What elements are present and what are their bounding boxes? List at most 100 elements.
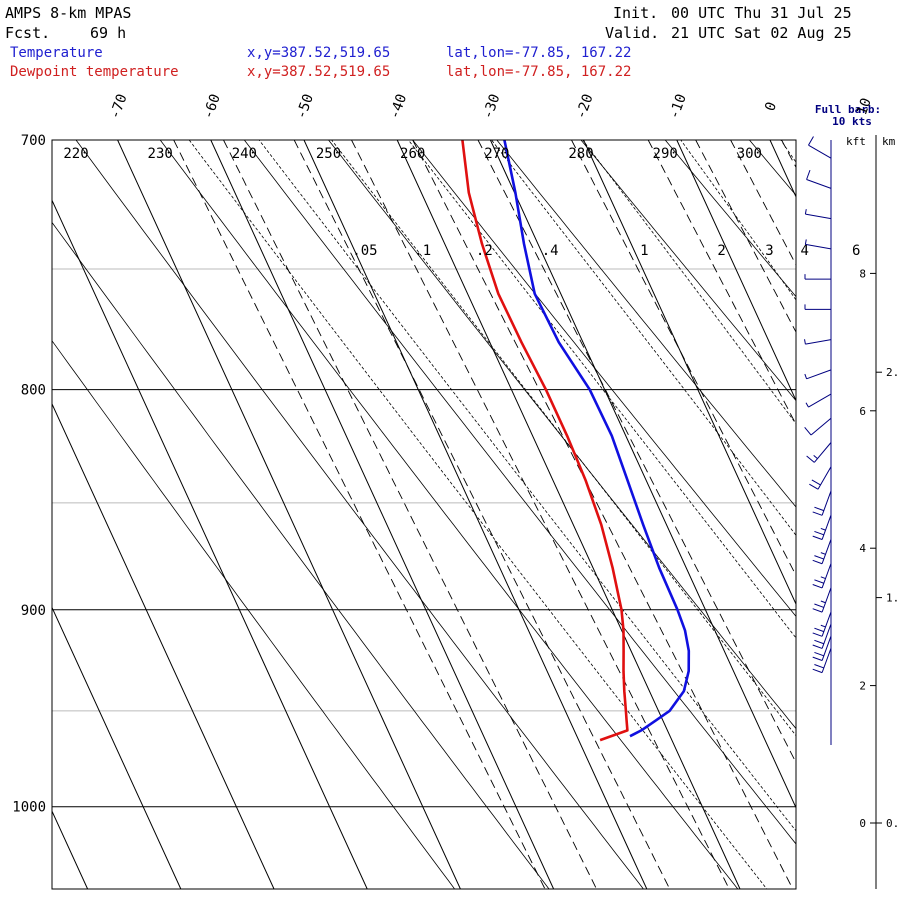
wind-barb-half-flag xyxy=(805,402,809,408)
wind-barb-15 xyxy=(812,563,832,589)
wind-barb-flag xyxy=(806,455,815,463)
wind-barb-half-flag xyxy=(820,624,826,628)
dry-adiabat-260 xyxy=(412,140,796,617)
major-isobars xyxy=(52,140,796,808)
isotherm--90 xyxy=(52,402,275,889)
moist-adiabats xyxy=(188,140,796,889)
isotherm-label-10: 10 xyxy=(854,96,875,117)
mixing-ratio-label-6: 6 xyxy=(852,243,860,259)
wind-barb-flag xyxy=(812,668,823,674)
wind-barb-11 xyxy=(809,466,832,490)
wind-barb-flag xyxy=(808,136,814,146)
legend-temperature-xy: x,y=387.52,519.65 xyxy=(247,45,390,61)
wind-barb-flag xyxy=(812,632,823,637)
wind-barb-staff xyxy=(817,466,832,490)
isotherm--110 xyxy=(52,809,89,889)
wind-barb-staff xyxy=(821,648,832,673)
dry-adiabat-200 xyxy=(52,340,455,889)
height-axis-ticks: 0 2 4 6 8 0. 1. 2. xyxy=(859,267,899,830)
wind-barb-9 xyxy=(804,417,832,436)
valid-time: 21 UTC Sat 02 Aug 25 xyxy=(671,24,852,42)
mixing-ratio-0.02 xyxy=(223,140,597,889)
wind-barb-flag xyxy=(809,483,819,490)
wind-barb-flag xyxy=(812,511,823,516)
wind-barb-6 xyxy=(804,339,832,345)
dry-adiabat-220 xyxy=(75,140,644,889)
temperature-profile xyxy=(503,140,691,738)
wind-barb-7 xyxy=(804,369,832,380)
wind-barb-17 xyxy=(812,611,832,637)
pressure-label-900: 900 xyxy=(21,603,46,619)
plot-frame xyxy=(51,139,797,890)
isotherm--60 xyxy=(210,140,555,889)
isotherm--20 xyxy=(583,140,796,606)
wind-barb-staff xyxy=(821,539,832,564)
km-label-2: 2. xyxy=(886,366,899,379)
mixing-ratio-0.01 xyxy=(173,140,546,889)
isotherm-label--20: -20 xyxy=(573,92,597,121)
legend-temperature-latlon: lat,lon=-77.85, 167.22 xyxy=(446,45,631,61)
isotherm--80 xyxy=(52,199,368,889)
kft-label-8: 8 xyxy=(859,267,866,280)
wind-barb-12 xyxy=(812,490,832,516)
dry-adiabat-210 xyxy=(52,221,550,889)
kft-label-6: 6 xyxy=(859,405,866,418)
wind-barb-staff xyxy=(806,369,832,380)
init-label: Init. xyxy=(613,4,658,22)
isotherm--70 xyxy=(117,140,461,889)
isotherm-10 xyxy=(863,140,900,889)
wind-barb-half-flag xyxy=(804,339,806,345)
theta-label-220: 220 xyxy=(63,146,88,162)
forecast-label: Fcst. xyxy=(5,24,50,42)
wind-barb-half-flag xyxy=(820,576,826,580)
wind-barb-staff xyxy=(805,213,832,220)
wind-barb-8 xyxy=(805,393,832,408)
mixing-ratio-label-.4: .4 xyxy=(542,243,559,259)
wind-barb-flag xyxy=(812,656,823,662)
isotherm--40 xyxy=(396,140,741,889)
mixing-ratio-label-.1: .1 xyxy=(414,243,431,259)
isotherm--10 xyxy=(676,140,796,402)
wind-barb-flag xyxy=(812,559,823,565)
isotherm-label--50: -50 xyxy=(293,92,317,121)
wind-barb-flag xyxy=(812,644,823,649)
mixing-ratio-label-4: 4 xyxy=(801,243,809,259)
wind-barb-staff xyxy=(821,623,832,649)
wind-barb-1 xyxy=(806,169,832,189)
isotherm-label--70: -70 xyxy=(107,92,131,121)
wind-barb-staff xyxy=(805,243,832,250)
wind-barb-staff xyxy=(810,417,832,436)
wind-barb-16 xyxy=(812,587,832,613)
wind-barb-4 xyxy=(804,274,831,280)
wind-barb-flag xyxy=(806,169,811,180)
mixing-ratio-label-1: 1 xyxy=(640,243,648,259)
isotherm-label--30: -30 xyxy=(480,92,504,121)
mixing-ratio-lines xyxy=(173,140,796,889)
theta-label-240: 240 xyxy=(232,146,257,162)
moist-adiabat--8 xyxy=(491,140,796,536)
moist-adiabat-0 xyxy=(582,140,796,425)
mixing-ratio-6 xyxy=(781,140,796,169)
wind-barb-flag xyxy=(812,608,823,613)
theta-labels: 220 230 240 250 260 270 280 290 300 xyxy=(63,146,762,162)
isotherm-labels: -70 -60 -50 -40 -30 -20 -10 0 10 xyxy=(107,92,875,121)
isotherm--30 xyxy=(489,140,796,809)
legend-dewpoint-label: Dewpoint temperature xyxy=(10,64,179,80)
wind-barb-staff xyxy=(805,339,832,345)
kft-label-0: 0 xyxy=(859,817,866,830)
moist-adiabat--16 xyxy=(408,140,796,639)
kft-label-4: 4 xyxy=(859,542,866,555)
wind-barb-column xyxy=(804,136,832,745)
wind-barb-10 xyxy=(806,442,832,463)
init-time: 00 UTC Thu 31 Jul 25 xyxy=(671,4,852,22)
dry-adiabat-280 xyxy=(580,140,796,402)
mixing-ratio-0.2 xyxy=(412,140,794,889)
dry-adiabat-230 xyxy=(159,140,739,889)
mixing-ratio-1 xyxy=(571,140,796,577)
isotherm-label--60: -60 xyxy=(200,92,224,121)
theta-label-290: 290 xyxy=(653,146,678,162)
wind-barb-13 xyxy=(812,514,832,541)
wind-barb-flag xyxy=(814,651,824,657)
wind-barb-staff xyxy=(808,144,832,159)
